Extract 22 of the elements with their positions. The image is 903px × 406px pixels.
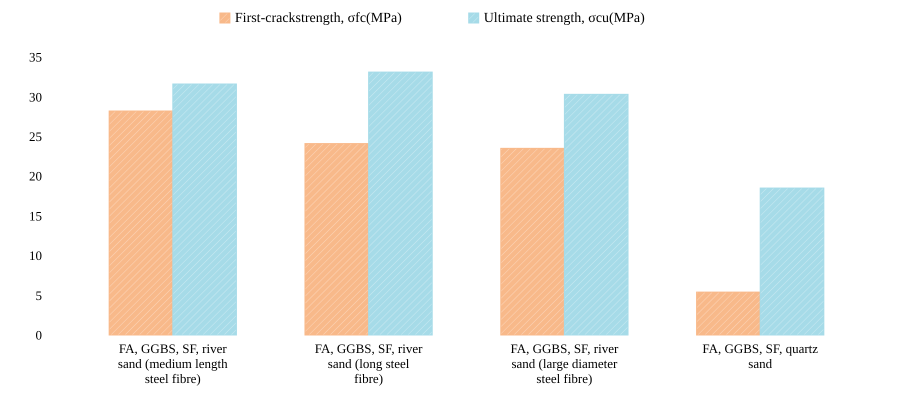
y-tick-label: 20 [29,168,42,184]
legend-label: First-crackstrength, σfc(MPa) [234,11,402,26]
y-tick-label: 0 [36,328,42,343]
bar [500,148,565,336]
y-tick-label: 35 [29,50,42,65]
x-tick-label: FA, GGBS, SF, quartz sand [702,341,818,371]
bar [696,292,761,336]
legend-label: Ultimate strength, σcu(MPa) [484,11,646,26]
y-tick-label: 15 [29,208,42,224]
bar [564,94,629,336]
y-tick-label: 30 [29,89,42,104]
bar [760,188,824,336]
y-tick-label: 5 [36,288,42,303]
x-tick-label: FA, GGBS, SF, river sand (long steel fibre) [314,341,424,386]
bar [108,110,174,336]
bar [368,72,433,336]
bar [172,84,237,336]
x-tick-label: FA, GGBS, SF, river sand (medium length steel fibre) [118,341,228,386]
bar [304,143,370,336]
x-tick-label: FA, GGBS, SF, river sand (large diameter steel fibre) [510,341,619,386]
y-tick-label: 10 [29,248,42,264]
y-tick-label: 25 [29,128,42,144]
